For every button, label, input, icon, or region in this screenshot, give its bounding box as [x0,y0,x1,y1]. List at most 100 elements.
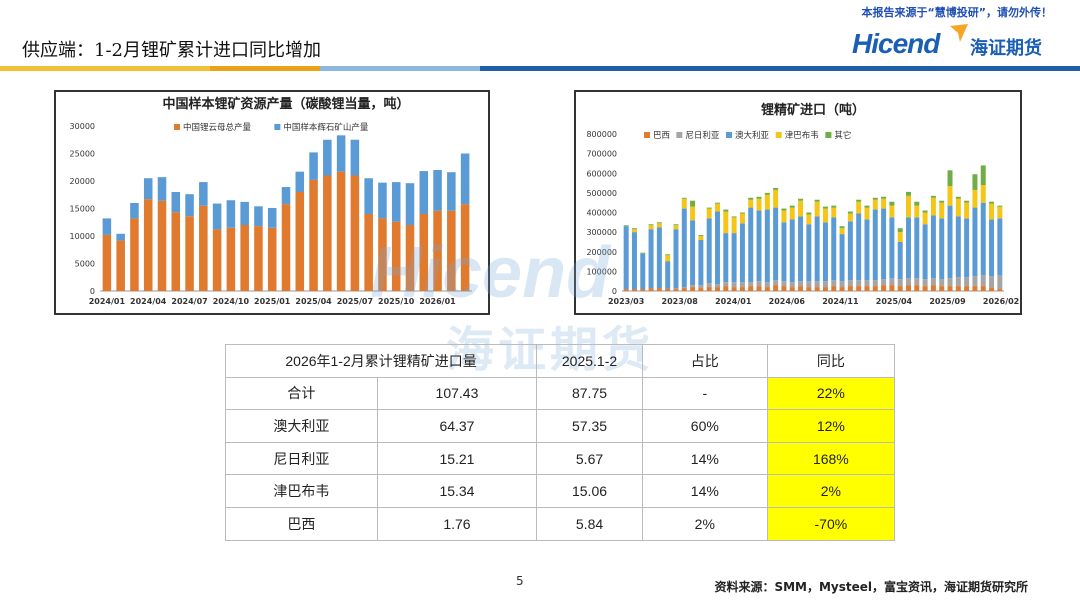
bar-segment [980,165,986,186]
bar-segment [739,287,745,291]
bar-segment [864,207,870,220]
bar-segment [906,278,911,286]
bar-segment [364,178,373,214]
bar-segment [756,210,762,282]
bar-segment [764,282,770,288]
yoy-value: 168% [766,441,896,476]
bar-segment [731,282,737,288]
bar-segment [889,205,895,218]
bar-segment [781,286,787,291]
bar-segment [350,139,360,176]
company-logo: Hicend 海证期货 [852,24,1052,66]
legend-label: 尼日利亚 [685,130,720,141]
bar-segment [681,208,687,288]
bar-segment [806,224,812,282]
bar-segment [391,182,401,222]
bar-segment [864,280,870,287]
lithium-mine-output-svg: 中国样本锂矿资源产量（碳酸锂当量，吨） 中国锂云母总产量 中国样本辉石矿山产量 0 50… [70,96,472,306]
bar-segment [781,210,787,223]
current-value: 1.76 [376,506,538,541]
bar-segment [847,280,853,287]
x-tick-label: 2024/01 [715,297,752,306]
bar-segment [723,233,729,283]
bar-segment [947,170,953,187]
bar-segment [997,205,1003,207]
bar-segment [764,194,770,210]
x-tick-label: 2024/06 [769,297,806,306]
bar-segment [240,201,249,225]
chart-title: 锂精矿进口（吨） [761,102,865,118]
bar-segment [831,207,837,218]
bar-segment [640,253,646,290]
bar-segment [309,152,318,180]
bar-segment [690,200,696,207]
bar-segment [690,206,696,221]
bar-segment [806,214,812,225]
bar-segment [433,170,442,211]
bar-segment [748,199,754,208]
bar-segment [739,223,745,283]
bar-segment [690,287,696,291]
bar-segment [947,186,953,206]
bar-segment [980,286,986,291]
logo-chinese-name: 海证期货 [970,38,1042,59]
bar-segment [226,200,236,228]
bar-segment [972,174,978,190]
bar-segment [226,227,236,291]
bar-segment [847,211,853,214]
bar-segment [881,285,887,291]
bar-segment [989,288,995,291]
bar-segment [922,210,928,213]
bar-segment [295,171,305,192]
y-tick-label: 500000 [586,189,617,198]
bar-segment [881,279,887,286]
bar-segment [764,192,770,195]
bar-segment [955,216,961,278]
bar-segment [433,210,442,291]
legend-label: 津巴布韦 [785,130,819,141]
bar-segment [254,206,263,227]
table-header-row: 2026年1-2月累计锂精矿进口量 2025.1-2 占比 同比 [224,344,896,378]
yoy-value: 22% [766,376,896,411]
y-tick-label: 15000 [70,205,95,214]
y-tick-label: 0 [90,287,95,296]
x-tick-label: 2025/01 [254,297,291,306]
bar-segment [798,281,804,287]
import-summary-table: 2026年1-2月累计锂精矿进口量 2025.1-2 占比 同比 合计 107.4… [224,344,896,541]
bar-segment [143,199,153,291]
bar-segment [906,195,911,218]
bar-segment [989,203,995,220]
bar-segment [715,284,720,288]
bar-segment [989,201,995,204]
bar-segment [447,210,456,291]
bar-segment [839,281,845,288]
x-tick-label: 2024/11 [822,297,859,306]
bar-segment [831,217,837,281]
x-tick-label: 2026/02 [983,297,1019,306]
bar-segment [378,218,387,291]
x-tick-label: 2024/01 [89,297,126,306]
bar-segment [955,198,961,217]
bar-segment [922,224,928,280]
bar-segment [378,182,387,219]
x-tick-label: 2024/07 [171,297,207,306]
bar-segment [997,289,1003,291]
bar-segment [822,281,828,288]
bar-segment [731,217,737,234]
bar-segment [756,286,762,291]
bar-segment [781,222,787,282]
bar-segment [789,207,795,220]
bar-segment [143,178,153,200]
chart-title: 中国样本锂矿资源产量（碳酸锂当量，吨） [162,96,409,112]
bar-segment [814,281,820,288]
bar-segment [656,223,662,228]
bar-segment [881,198,887,209]
bar-segment [964,202,970,219]
bar-segment [781,281,787,287]
bar-segment [681,198,687,209]
logo-arrow-icon [950,24,968,42]
bar-segment [822,208,828,223]
bar-segment [690,285,696,288]
bar-segment [930,285,936,291]
bar-segment [814,199,820,202]
